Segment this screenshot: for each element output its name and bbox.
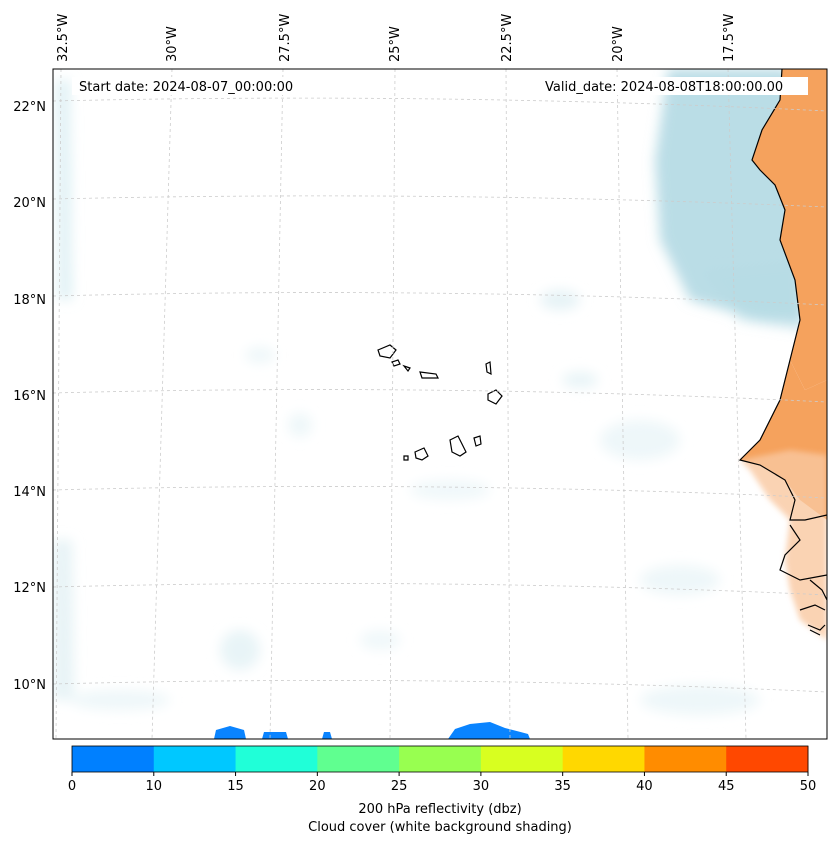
colorbar-frame (71, 745, 809, 773)
lon-label: 20°W (611, 26, 626, 62)
colorbar-segment (399, 746, 482, 772)
colorbar-tick-label: 10 (146, 779, 163, 794)
colorbar-tick-label: 40 (636, 779, 653, 794)
colorbar-tick-label: 30 (473, 779, 490, 794)
lat-label: 20°N (13, 196, 46, 211)
reflectivity-patches (214, 722, 530, 739)
longitude-labels: 32.5°W 30°W 27.5°W 25°W 22.5°W 20°W 17.5… (56, 14, 737, 62)
valid-date-box (538, 77, 808, 95)
colorbar-tick-label: 20 (309, 779, 326, 794)
lat-label: 18°N (13, 293, 46, 308)
lat-label: 16°N (13, 389, 46, 404)
colorbar-tick-label: 25 (391, 779, 408, 794)
lon-label: 17.5°W (722, 14, 737, 62)
latitude-labels: 22°N 20°N 18°N 16°N 14°N 12°N 10°N (13, 100, 46, 693)
colorbar-segment (235, 746, 318, 772)
lon-label: 25°W (388, 26, 403, 62)
colorbar-subtitle: Cloud cover (white background shading) (308, 820, 572, 835)
colorbar-segment (72, 746, 155, 772)
lon-label: 27.5°W (278, 14, 293, 62)
colorbar-tick-label: 50 (800, 779, 817, 794)
colorbar-segment (480, 746, 564, 772)
coastline (738, 69, 827, 636)
land-south-warm (740, 450, 827, 640)
colorbar-segment (562, 746, 645, 772)
colorbar-title: 200 hPa reflectivity (dbz) (358, 802, 521, 817)
graticule (53, 69, 827, 739)
cloud-cover-shading (53, 69, 805, 715)
cape-verde-islands (377, 344, 503, 461)
start-date-box (72, 77, 318, 95)
start-date-label: Start date: 2024-08-07_00:00:00 (79, 80, 293, 95)
lat-label: 22°N (13, 100, 46, 115)
colorbar-segment (644, 746, 727, 772)
map-frame (52, 68, 828, 740)
colorbar-tick-label: 45 (718, 779, 735, 794)
colorbar-segment (726, 746, 809, 772)
valid-date-label: Valid_date: 2024-08-08T18:00:00.00 (545, 80, 783, 95)
lon-label: 22.5°W (500, 14, 515, 62)
map-content (53, 69, 827, 739)
colorbar: 0 10 15 20 25 30 35 40 45 50 (68, 745, 817, 794)
colorbar-segment (317, 746, 400, 772)
land-mauritania (752, 69, 827, 390)
colorbar-tick-label: 0 (68, 779, 76, 794)
lon-label: 32.5°W (56, 14, 71, 62)
lat-label: 12°N (13, 581, 46, 596)
colorbar-tick-label: 35 (554, 779, 571, 794)
colorbar-tick-label: 15 (227, 779, 244, 794)
colorbar-segment (153, 746, 237, 772)
lat-label: 10°N (13, 678, 46, 693)
lon-label: 30°W (165, 26, 180, 62)
lat-label: 14°N (13, 485, 46, 500)
